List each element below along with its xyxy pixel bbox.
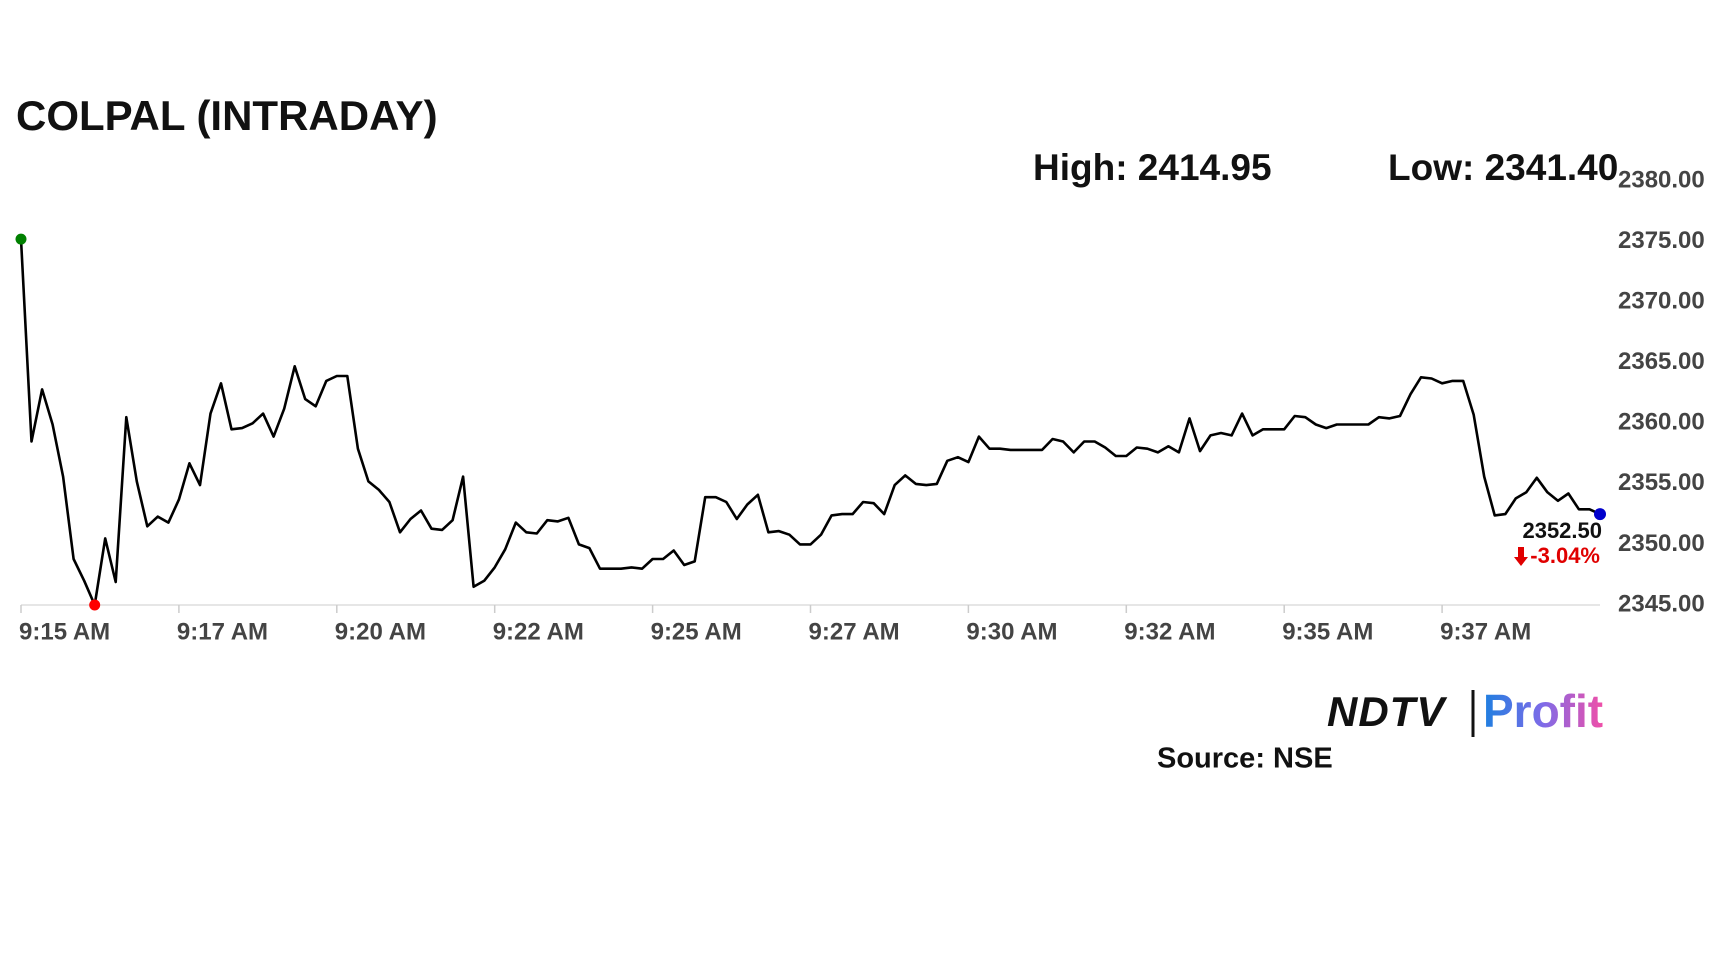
end-dot (1594, 508, 1606, 521)
x-tick-label: 9:37 AM (1440, 618, 1531, 645)
logo-profit: Profit (1483, 685, 1603, 737)
x-tick-label: 9:20 AM (335, 618, 426, 645)
down-arrow (1514, 547, 1528, 566)
y-tick-label: 2350.00 (1618, 530, 1705, 557)
logo-ndtv: NDTV (1327, 688, 1447, 735)
x-tick-label: 9:17 AM (177, 618, 268, 645)
change-label: -3.04% (1530, 543, 1600, 568)
start-dot (15, 233, 27, 245)
price-line (19, 239, 1601, 607)
x-tick-label: 9:35 AM (1282, 618, 1373, 645)
x-tick-label: 9:22 AM (493, 618, 584, 645)
y-tick-label: 2375.00 (1618, 227, 1705, 254)
x-tick-label: 9:32 AM (1124, 618, 1215, 645)
source: Source: NSE (1157, 743, 1333, 775)
last-value-label: 2352.50 (1522, 518, 1602, 543)
x-tick-label: 9:25 AM (651, 618, 742, 645)
chart-title: COLPAL (INTRADAY) (16, 92, 438, 139)
x-tick-label: 9:30 AM (966, 618, 1057, 645)
y-tick-label: 2355.00 (1618, 469, 1705, 496)
y-tick-label: 2345.00 (1618, 590, 1705, 617)
x-tick-label: 9:15 AM (19, 618, 110, 645)
low-dot (89, 599, 101, 611)
y-tick-label: 2380.00 (1618, 166, 1705, 193)
y-tick-label: 2370.00 (1618, 287, 1705, 314)
x-tick-label: 9:27 AM (809, 618, 900, 645)
y-tick-label: 2365.00 (1618, 348, 1705, 375)
high-label: High: 2414.95 (1033, 147, 1272, 188)
y-tick-label: 2360.00 (1618, 409, 1705, 436)
low-label: Low: 2341.40 (1388, 147, 1618, 188)
